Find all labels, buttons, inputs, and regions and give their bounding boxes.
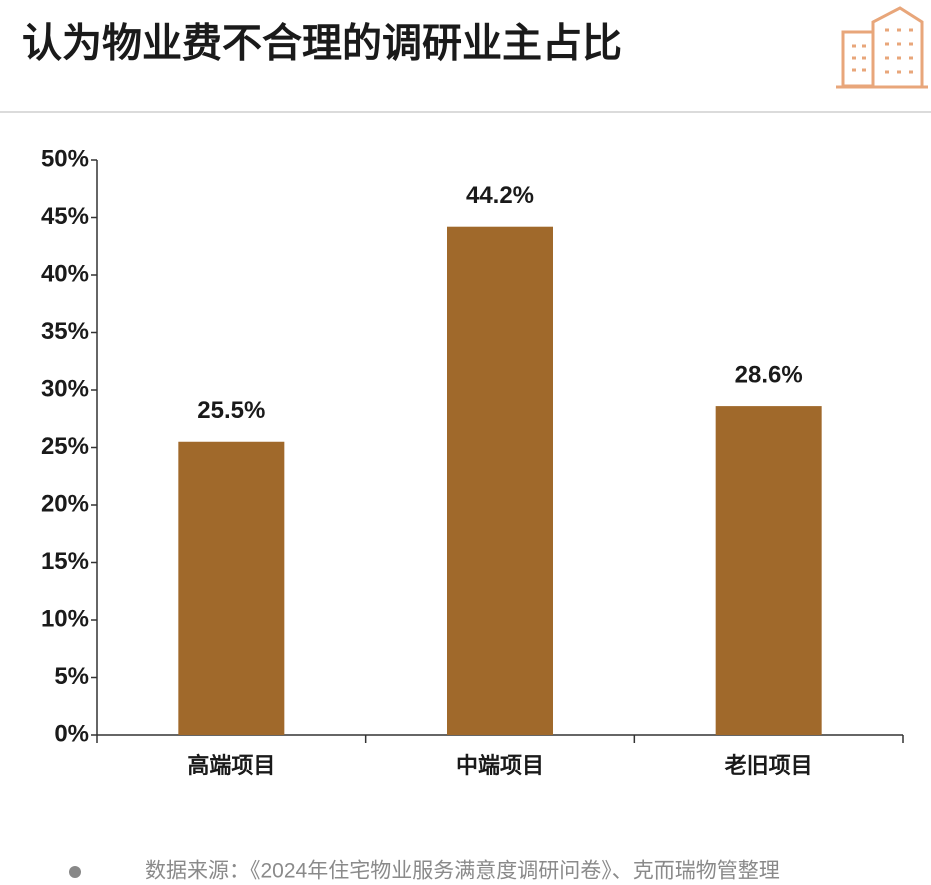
bar bbox=[447, 226, 553, 735]
data-label: 44.2% bbox=[466, 182, 534, 209]
y-tick-label: 35% bbox=[41, 318, 89, 345]
data-label: 25.5% bbox=[197, 397, 265, 424]
y-tick-label: 5% bbox=[54, 663, 89, 690]
y-tick-label: 45% bbox=[41, 203, 89, 230]
y-tick-label: 50% bbox=[41, 145, 89, 172]
y-tick-label: 40% bbox=[41, 260, 89, 287]
chart-title: 认为物业费不合理的调研业主占比 bbox=[22, 22, 622, 66]
bar bbox=[178, 441, 285, 735]
x-tick-label: 高端项目 bbox=[187, 753, 275, 778]
source-note: 数据来源：《2024年住宅物业服务满意度调研问卷》、克而瑞物管整理 bbox=[145, 860, 780, 883]
y-tick-label: 15% bbox=[41, 548, 89, 575]
y-tick-label: 30% bbox=[41, 375, 89, 402]
x-tick-label: 老旧项目 bbox=[724, 753, 813, 778]
bullet bbox=[69, 866, 81, 878]
x-tick-label: 中端项目 bbox=[456, 753, 544, 778]
y-tick-label: 20% bbox=[41, 490, 89, 517]
y-tick-label: 0% bbox=[54, 720, 89, 747]
y-tick-label: 10% bbox=[41, 605, 89, 632]
y-tick-label: 25% bbox=[41, 433, 89, 460]
building-icon bbox=[836, 6, 928, 89]
bar bbox=[715, 406, 822, 735]
data-label: 28.6% bbox=[735, 361, 803, 388]
